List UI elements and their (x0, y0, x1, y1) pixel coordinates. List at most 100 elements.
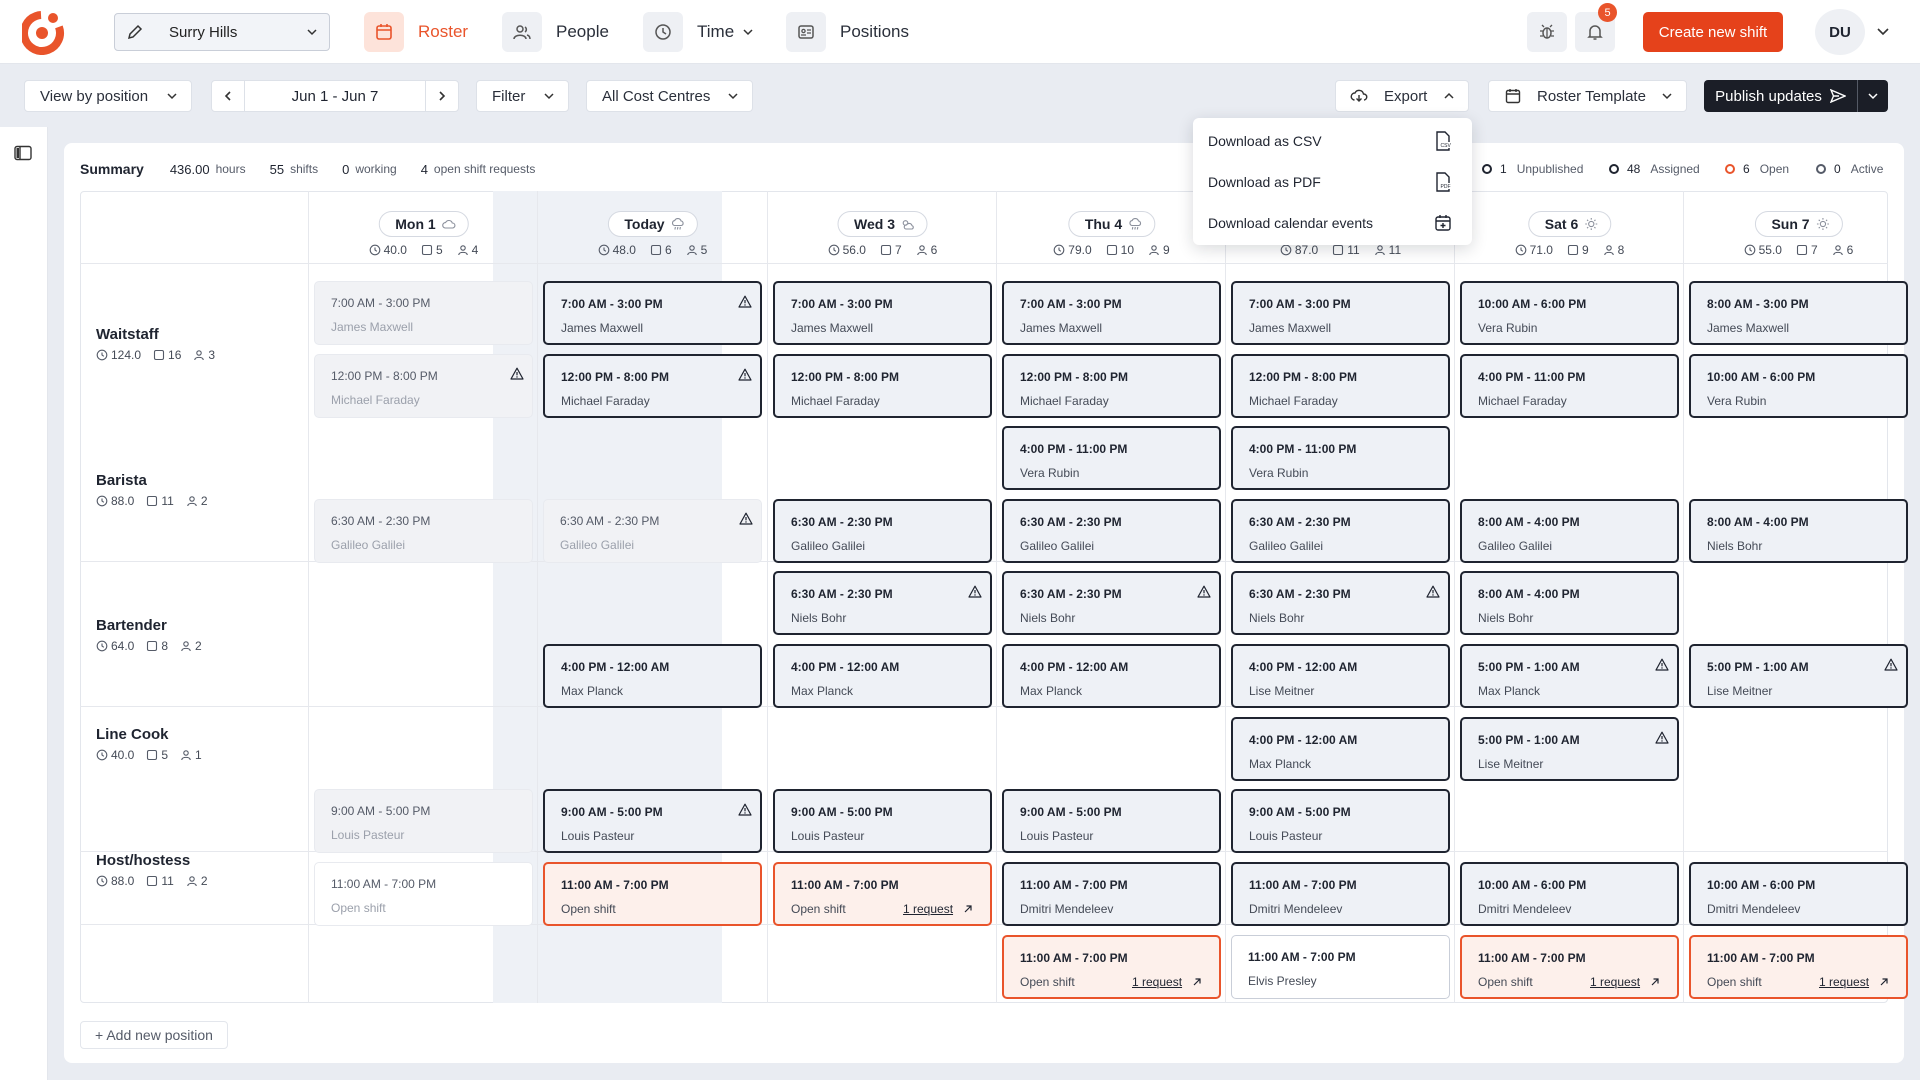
nav-time[interactable]: Time (643, 12, 754, 52)
shift-card[interactable]: 9:00 AM - 5:00 PM Louis Pasteur (773, 789, 992, 853)
legend-open[interactable]: 6 Open (1725, 159, 1789, 179)
shift-card[interactable]: 10:00 AM - 6:00 PM Vera Rubin (1460, 281, 1679, 345)
shift-card[interactable]: 9:00 AM - 5:00 PM Louis Pasteur (543, 789, 762, 853)
open-shift-card[interactable]: 11:00 AM - 7:00 PM Open shift 1 request (773, 862, 992, 926)
position-name[interactable]: Waitstaff (96, 326, 159, 343)
shift-card[interactable]: 4:00 PM - 11:00 PM Vera Rubin (1231, 426, 1450, 490)
shift-card[interactable]: 6:30 AM - 2:30 PM Galileo Galilei (1231, 499, 1450, 563)
legend-active[interactable]: 0 Active (1816, 159, 1883, 179)
download-csv-item[interactable]: Download as CSV CSV (1193, 121, 1472, 161)
avatar[interactable]: DU (1815, 9, 1865, 55)
shift-card[interactable]: 6:30 AM - 2:30 PM Galileo Galilei (543, 499, 762, 563)
legend-label: Unpublished (1516, 162, 1584, 176)
shift-card[interactable]: 9:00 AM - 5:00 PM Louis Pasteur (1002, 789, 1221, 853)
day-pill[interactable]: Sun 7 (1754, 211, 1843, 237)
nav-people[interactable]: People (502, 12, 609, 52)
open-shift-card[interactable]: 11:00 AM - 7:00 PM Open shift 1 request (1002, 935, 1221, 999)
shift-card[interactable]: 6:30 AM - 2:30 PM Galileo Galilei (773, 499, 992, 563)
open-shift-card[interactable]: 11:00 AM - 7:00 PM Open shift 1 request (1460, 935, 1679, 999)
nav-positions[interactable]: Positions (786, 12, 909, 52)
people-value: 11 (1388, 243, 1402, 257)
shift-card[interactable]: 5:00 PM - 1:00 AM Lise Meitner (1460, 717, 1679, 781)
position-name[interactable]: Line Cook (96, 725, 169, 743)
shift-card[interactable]: 6:30 AM - 2:30 PM Galileo Galilei (314, 499, 533, 563)
next-week-button[interactable] (426, 81, 458, 111)
date-range[interactable]: Jun 1 - Jun 7 (244, 81, 426, 111)
shift-card[interactable]: 5:00 PM - 1:00 AM Lise Meitner (1689, 644, 1908, 708)
shift-time: 4:00 PM - 11:00 PM (1478, 370, 1586, 384)
shift-request-link[interactable]: 1 request (1819, 975, 1889, 989)
day-pill[interactable]: Today (607, 211, 698, 237)
day-pill[interactable]: Mon 1 (378, 211, 469, 237)
filter-button[interactable]: Filter (476, 80, 569, 112)
create-shift-button[interactable]: Create new shift (1643, 12, 1783, 52)
shift-card[interactable]: 10:00 AM - 6:00 PM Vera Rubin (1689, 354, 1908, 418)
shift-request-link[interactable]: 1 request (903, 902, 973, 916)
shift-card[interactable]: 5:00 PM - 1:00 AM Max Planck (1460, 644, 1679, 708)
shift-card[interactable]: 4:00 PM - 11:00 PM Michael Faraday (1460, 354, 1679, 418)
shift-card[interactable]: 8:00 AM - 4:00 PM Niels Bohr (1689, 499, 1908, 563)
nav-roster[interactable]: Roster (364, 12, 468, 52)
view-by-select[interactable]: View by position (24, 80, 192, 112)
legend-assigned[interactable]: 48 Assigned (1609, 159, 1700, 179)
shift-card[interactable]: 10:00 AM - 6:00 PM Dmitri Mendeleev (1689, 862, 1908, 926)
shift-card[interactable]: 8:00 AM - 4:00 PM Niels Bohr (1460, 571, 1679, 635)
chevron-down-icon[interactable] (1876, 24, 1890, 38)
position-name[interactable]: Bartender (96, 616, 167, 634)
shift-card[interactable]: 6:30 AM - 2:30 PM Niels Bohr (1231, 571, 1450, 635)
shift-card[interactable]: 4:00 PM - 12:00 AM Lise Meitner (1231, 644, 1450, 708)
position-name[interactable]: Host/hostess (96, 851, 191, 869)
roster-template-select[interactable]: Roster Template (1488, 80, 1687, 112)
shift-card[interactable]: 4:00 PM - 12:00 AM Max Planck (1002, 644, 1221, 708)
shift-card[interactable]: 8:00 AM - 4:00 PM Galileo Galilei (1460, 499, 1679, 563)
open-shift-card[interactable]: 11:00 AM - 7:00 PM Open shift (543, 862, 762, 926)
shift-card[interactable]: 12:00 PM - 8:00 PM Michael Faraday (773, 354, 992, 418)
position-name[interactable]: Barista (96, 471, 147, 489)
download-calendar-item[interactable]: Download calendar events (1193, 203, 1472, 243)
shift-card[interactable]: 10:00 AM - 6:00 PM Dmitri Mendeleev (1460, 862, 1679, 926)
shift-time: 11:00 AM - 7:00 PM (1020, 951, 1128, 965)
download-pdf-item[interactable]: Download as PDF PDF (1193, 162, 1472, 202)
shift-card[interactable]: 6:30 AM - 2:30 PM Niels Bohr (1002, 571, 1221, 635)
shift-card[interactable]: 12:00 PM - 8:00 PM Michael Faraday (543, 354, 762, 418)
previous-week-button[interactable] (212, 81, 244, 111)
app-logo[interactable] (22, 9, 66, 55)
location-select[interactable]: Surry Hills (114, 13, 330, 51)
day-pill[interactable]: Thu 4 (1067, 211, 1156, 237)
shift-card[interactable]: 7:00 AM - 3:00 PM James Maxwell (1231, 281, 1450, 345)
shift-card[interactable]: 7:00 AM - 3:00 PM James Maxwell (543, 281, 762, 345)
shift-card[interactable]: 9:00 AM - 5:00 PM Louis Pasteur (1231, 789, 1450, 853)
open-shift-card[interactable]: 11:00 AM - 7:00 PM Open shift 1 request (1689, 935, 1908, 999)
day-pill[interactable]: Sat 6 (1527, 211, 1612, 237)
shift-card[interactable]: 12:00 PM - 8:00 PM Michael Faraday (1002, 354, 1221, 418)
publish-updates-button[interactable]: Publish updates (1704, 80, 1858, 112)
shift-card[interactable]: 11:00 AM - 7:00 PM Elvis Presley (1231, 935, 1450, 999)
shift-card[interactable]: 4:00 PM - 11:00 PM Vera Rubin (1002, 426, 1221, 490)
shift-card[interactable]: 7:00 AM - 3:00 PM James Maxwell (1002, 281, 1221, 345)
shift-assignee: Galileo Galilei (331, 538, 406, 552)
sidebar-toggle-icon[interactable] (14, 145, 32, 161)
shift-card[interactable]: 8:00 AM - 3:00 PM James Maxwell (1689, 281, 1908, 345)
legend-unpublished[interactable]: 1 Unpublished (1482, 159, 1583, 179)
day-pill[interactable]: Wed 3 (837, 211, 928, 237)
shift-request-link[interactable]: 1 request (1132, 975, 1202, 989)
add-position-button[interactable]: + Add new position (80, 1021, 228, 1049)
shift-card[interactable]: 11:00 AM - 7:00 PM Dmitri Mendeleev (1231, 862, 1450, 926)
cost-centre-select[interactable]: All Cost Centres (586, 80, 753, 112)
shift-card[interactable]: 4:00 PM - 12:00 AM Max Planck (1231, 717, 1450, 781)
shift-card[interactable]: 4:00 PM - 12:00 AM Max Planck (543, 644, 762, 708)
shift-card[interactable]: 12:00 PM - 8:00 PM Michael Faraday (314, 354, 533, 418)
shift-card[interactable]: 4:00 PM - 12:00 AM Max Planck (773, 644, 992, 708)
shift-card[interactable]: 7:00 AM - 3:00 PM James Maxwell (314, 281, 533, 345)
shift-card[interactable]: 7:00 AM - 3:00 PM James Maxwell (773, 281, 992, 345)
publish-options-button[interactable] (1858, 80, 1888, 112)
shift-request-link[interactable]: 1 request (1590, 975, 1660, 989)
shift-card[interactable]: 9:00 AM - 5:00 PM Louis Pasteur (314, 789, 533, 853)
shift-card[interactable]: 12:00 PM - 8:00 PM Michael Faraday (1231, 354, 1450, 418)
bug-report-button[interactable] (1527, 12, 1567, 52)
shift-card[interactable]: 6:30 AM - 2:30 PM Niels Bohr (773, 571, 992, 635)
shift-card[interactable]: 11:00 AM - 7:00 PM Dmitri Mendeleev (1002, 862, 1221, 926)
open-shift-card[interactable]: 11:00 AM - 7:00 PM Open shift (314, 862, 533, 926)
export-button[interactable]: Export (1335, 80, 1469, 112)
shift-card[interactable]: 6:30 AM - 2:30 PM Galileo Galilei (1002, 499, 1221, 563)
